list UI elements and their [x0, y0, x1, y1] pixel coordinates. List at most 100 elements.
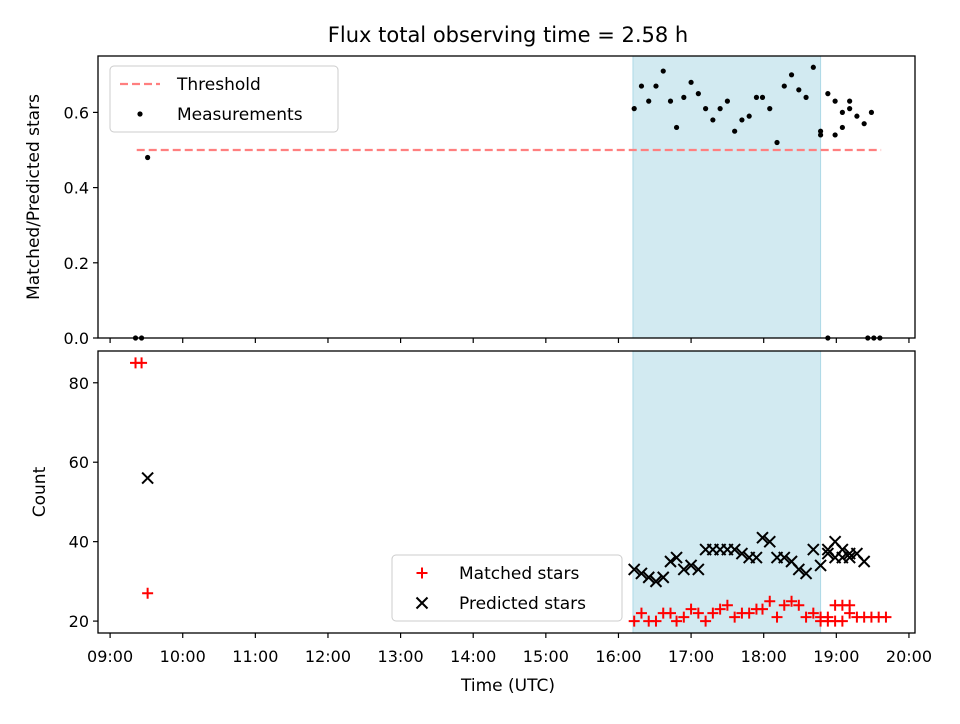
data-point [836, 615, 848, 627]
data-point [774, 139, 780, 146]
data-point [684, 559, 698, 572]
highlight-span [632, 350, 822, 634]
legend-label: Matched stars [459, 564, 579, 584]
data-point [714, 603, 726, 615]
data-point [724, 98, 730, 104]
ratio-panel: 0.0 0.2 0.4 0.6 Matched/Predicted stars Thres… [24, 55, 916, 348]
data-point [649, 575, 663, 588]
x-tick-label: 11:00 [232, 647, 278, 666]
legend: Threshold Measurements [109, 65, 339, 133]
data-point [660, 68, 666, 74]
legend-swatch [137, 111, 143, 117]
data-point [141, 471, 154, 485]
data-point [861, 121, 867, 127]
data-point [635, 607, 647, 619]
data-point [136, 357, 148, 369]
data-point [814, 559, 827, 572]
data-point [832, 132, 838, 138]
data-point [692, 563, 705, 576]
legend-box [391, 554, 623, 622]
data-point [707, 607, 719, 619]
data-point [728, 543, 741, 556]
x-tick-label: 17:00 [668, 647, 714, 666]
data-point [756, 531, 769, 544]
legend-label: Threshold [176, 75, 261, 95]
legend-swatch [415, 596, 429, 610]
x-tick-label: 15:00 [523, 647, 569, 666]
y-axis-label: Matched/Predicted stars [24, 94, 44, 300]
data-point [825, 91, 831, 97]
data-point [868, 109, 875, 115]
data-point [638, 83, 645, 89]
data-point [786, 595, 798, 607]
data-point [854, 113, 860, 119]
y-axis-label: Count [30, 466, 50, 517]
x-tick-label: 12:00 [305, 647, 351, 666]
data-point [678, 611, 690, 623]
data-point [710, 117, 716, 123]
data-point [653, 83, 659, 89]
data-point [750, 551, 763, 564]
legend-label: Predicted stars [459, 594, 586, 614]
data-point [627, 563, 641, 576]
highlight-span [632, 55, 822, 339]
y-tick-label: 40 [69, 533, 89, 552]
data-point [142, 587, 154, 599]
data-point [847, 106, 853, 112]
data-point [778, 599, 790, 611]
data-point [692, 607, 704, 619]
data-point [642, 571, 655, 584]
y-tick-label: 80 [69, 374, 89, 393]
data-point [799, 567, 813, 580]
data-point [746, 113, 752, 119]
data-point [800, 611, 812, 623]
data-point [767, 106, 773, 112]
data-point [857, 555, 871, 568]
data-point [793, 599, 805, 611]
data-point [803, 94, 809, 100]
legend: Matched stars Predicted stars [391, 554, 623, 622]
data-point [807, 543, 820, 556]
data-point [665, 607, 677, 619]
data-point [657, 571, 670, 584]
data-point [631, 106, 637, 112]
data-point [810, 64, 816, 70]
data-point [778, 551, 791, 564]
data-point [756, 603, 768, 615]
data-point [880, 611, 892, 623]
x-tick-label: 16:00 [595, 647, 641, 666]
data-point [732, 128, 738, 134]
y-tick-label: 0.6 [64, 103, 89, 122]
x-tick-label: 09:00 [87, 647, 133, 666]
data-point [664, 555, 677, 568]
y-tick-label: 0.0 [64, 329, 89, 348]
count-panel: 20 40 60 80 Count 09:00 10:00 11:00 12:00 13:00 14… [30, 350, 932, 666]
x-axis-label: Time (UTC) [460, 676, 555, 696]
data-point [839, 109, 845, 115]
data-point [628, 615, 640, 627]
y-tick-label: 60 [69, 453, 89, 472]
data-point [145, 154, 151, 161]
data-point [685, 603, 697, 615]
series-matched-stars [130, 357, 892, 627]
legend-swatch [416, 567, 428, 579]
x-tick-label: 10:00 [160, 647, 206, 666]
y-tick-label: 0.2 [64, 254, 89, 273]
data-point [843, 551, 856, 564]
x-tick-label: 19:00 [813, 647, 859, 666]
data-point [759, 94, 766, 100]
data-point [764, 595, 776, 607]
y-tick-label: 0.4 [64, 179, 89, 198]
y-tick-label: 20 [69, 612, 89, 631]
data-point [646, 98, 652, 104]
data-point [671, 615, 683, 627]
legend-box [109, 65, 339, 133]
data-point [650, 615, 662, 627]
x-tick-label: 13:00 [378, 647, 424, 666]
data-point [832, 98, 838, 104]
data-point [743, 607, 755, 619]
data-point [763, 535, 776, 548]
data-point [839, 124, 845, 131]
data-point [847, 98, 853, 104]
chart-title: Flux total observing time = 2.58 h [328, 23, 688, 47]
